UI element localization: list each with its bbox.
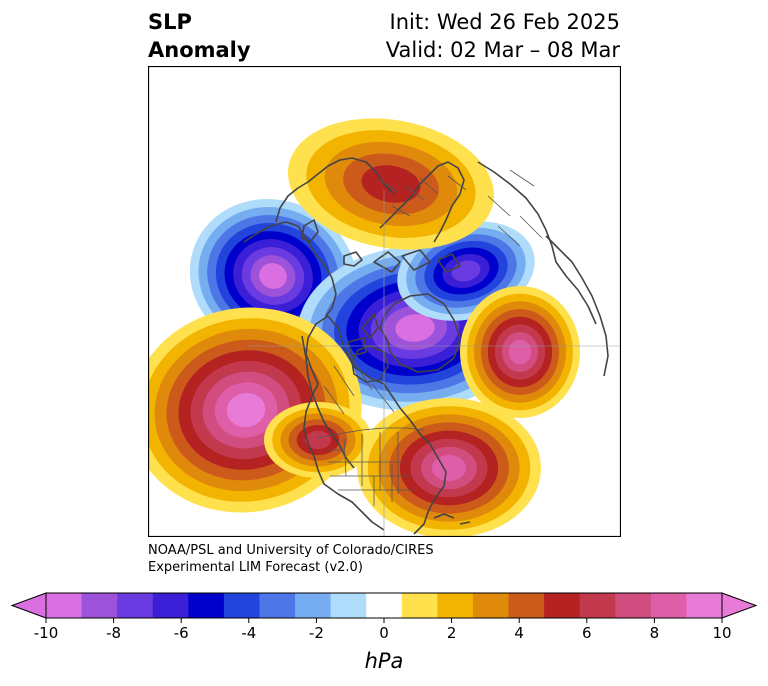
colorbar-swatch: [401, 593, 438, 618]
colorbar: -10 -8 -6 -4 -2 0 2 4 6 8 10 hPa: [10, 592, 758, 673]
colorbar-swatch: [472, 593, 510, 618]
colorbar-swatch: [223, 593, 261, 618]
high-anomaly-7: [264, 402, 372, 478]
colorbar-swatch: [188, 593, 225, 618]
colorbar-tick-label: 10: [712, 624, 731, 642]
colorbar-swatch: [259, 593, 296, 618]
anomaly-map: [148, 66, 621, 537]
anomaly-contour: [431, 455, 467, 481]
anomaly-contour: [395, 314, 435, 342]
political-borders: [248, 169, 621, 536]
europe-coast: [275, 157, 395, 223]
colorbar-swatch: [152, 593, 189, 618]
title-left-line-1: SLP: [148, 10, 192, 34]
colorbar-ticks: -10 -8 -6 -4 -2 0 2 4 6 8 10: [34, 618, 732, 642]
colorbar-swatch: [579, 593, 616, 618]
colorbar-swatches: [10, 592, 758, 619]
colorbar-swatch: [46, 593, 83, 618]
state-borders: [328, 432, 414, 506]
colorbar-tick-label: -8: [106, 624, 121, 642]
coastlines: [243, 157, 609, 535]
anomaly-contour: [361, 165, 421, 203]
greenland-coast: [379, 293, 461, 373]
credit: NOAA/PSL and University of Colorado/CIRE…: [148, 542, 434, 576]
colorbar-swatch: [508, 593, 545, 618]
us-canada-border: [315, 427, 425, 439]
colorbar-tick-label: -10: [34, 624, 59, 642]
colorbar-swatch: [437, 593, 474, 618]
colorbar-swatch: [117, 593, 154, 618]
lat-lon-grid: [248, 190, 621, 536]
title-right: Init: Wed 26 Feb 2025 Valid: 02 Mar – 08…: [386, 8, 620, 64]
colorbar-tick-label: -2: [309, 624, 324, 642]
colorbar-tick-label: 0: [379, 624, 389, 642]
anomaly-contour: [304, 430, 332, 450]
colorbar-over-arrow: [721, 592, 758, 619]
colorbar-swatch: [81, 593, 118, 618]
asia-borders: [487, 169, 543, 247]
valid-range: Valid: 02 Mar – 08 Mar: [385, 38, 620, 62]
title-left: SLP Anomaly: [148, 8, 251, 64]
canada-province-borders: [323, 351, 395, 415]
colorbar-swatch: [366, 593, 403, 618]
colorbar-swatch: [544, 593, 581, 618]
colorbar-tick-label: -6: [174, 624, 189, 642]
colorbar-swatch: [686, 593, 723, 618]
colorbar-swatch: [615, 593, 652, 618]
caribbean-coast: [433, 513, 471, 525]
anomaly-contour: [259, 263, 287, 289]
colorbar-tick-label: 8: [650, 624, 660, 642]
east-asia-coast: [545, 235, 609, 377]
colorbar-unit: hPa: [365, 649, 404, 673]
colorbar-swatch: [295, 593, 332, 618]
colorbar-tick-label: -4: [241, 624, 256, 642]
colorbar-tick-label: 6: [582, 624, 592, 642]
iceland-coast: [343, 251, 363, 267]
credit-line-1: NOAA/PSL and University of Colorado/CIRE…: [148, 543, 434, 558]
colorbar-tick-label: 2: [447, 624, 457, 642]
british-isles-coast: [301, 219, 319, 243]
alaska-coast: [243, 221, 337, 317]
high-anomaly-5: [460, 286, 580, 418]
scandinavia-coast: [379, 161, 465, 243]
anomaly-fields: [148, 118, 580, 537]
anomaly-contour: [226, 392, 266, 428]
colorbar-under-arrow: [10, 592, 47, 619]
europe-borders: [379, 175, 467, 217]
high-anomaly-4: [357, 398, 541, 537]
title-left-line-2: Anomaly: [148, 38, 251, 62]
hudson-bay-coast: [351, 345, 389, 383]
arctic-islands-coast: [347, 249, 461, 357]
colorbar-swatch: [330, 593, 367, 618]
colorbar-tick-label: 4: [514, 624, 524, 642]
map-frame: [148, 66, 621, 537]
pacific-coast: [301, 335, 355, 469]
anomaly-contour: [508, 339, 532, 365]
colorbar-swatch: [650, 593, 688, 618]
init-date: Init: Wed 26 Feb 2025: [389, 10, 620, 34]
credit-line-2: Experimental LIM Forecast (v2.0): [148, 560, 363, 575]
high-anomaly-6: [287, 118, 495, 250]
